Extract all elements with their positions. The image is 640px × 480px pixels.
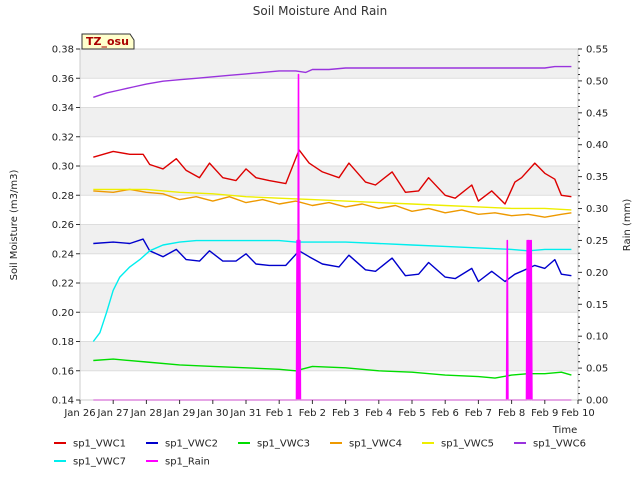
- y2-tick-label: 0.10: [586, 332, 608, 343]
- x-tick-label: Feb 8: [498, 408, 525, 419]
- series-line-sp1-vwc6: [93, 65, 572, 98]
- y-tick-label: 0.30: [52, 162, 74, 173]
- y-tick-label: 0.28: [52, 191, 74, 202]
- y-tick-label: 0.14: [52, 396, 74, 407]
- y-tick-label: 0.22: [52, 279, 74, 290]
- y-axis-title: Soil Moisture (m3/m3): [9, 170, 20, 281]
- y2-tick-label: 0.45: [586, 108, 608, 119]
- station-badge-label: TZ_osu: [86, 35, 129, 48]
- series-line-sp1-vwc4: [93, 188, 572, 218]
- x-tick-label: Feb 2: [299, 408, 326, 419]
- y2-tick-label: 0.05: [586, 364, 608, 375]
- x-tick-label: Feb 5: [398, 408, 425, 419]
- legend-label: sp1_VWC2: [165, 439, 218, 450]
- band: [80, 49, 578, 79]
- y2-tick-label: 0.25: [586, 236, 608, 247]
- y2-tick-label: 0.20: [586, 268, 608, 279]
- y-tick-label: 0.34: [52, 103, 74, 114]
- y2-tick-label: 0.40: [586, 140, 608, 151]
- chart-title: Soil Moisture And Rain: [253, 4, 388, 18]
- legend-label: sp1_VWC7: [73, 457, 126, 468]
- x-axis-title: Time: [552, 425, 577, 436]
- y-tick-label: 0.18: [52, 337, 74, 348]
- band: [80, 107, 578, 137]
- x-tick-label: Feb 1: [266, 408, 293, 419]
- x-tick-label: Feb 7: [465, 408, 492, 419]
- series-line-sp1-vwc2: [93, 238, 572, 283]
- x-tick-label: Feb 3: [332, 408, 359, 419]
- y2-tick-label: 0.30: [586, 204, 608, 215]
- x-tick-label: Jan 30: [196, 408, 228, 419]
- y-tick-label: 0.38: [52, 45, 74, 56]
- legend-label: sp1_Rain: [165, 457, 210, 468]
- series-line-sp1-rain: [93, 73, 572, 401]
- series-line-sp1-vwc1: [93, 149, 572, 205]
- x-tick-label: Jan 26: [63, 408, 95, 419]
- y-tick-label: 0.26: [52, 220, 74, 231]
- legend-label: sp1_VWC3: [257, 439, 310, 450]
- y2-axis-title: Rain (mm): [622, 199, 633, 252]
- y2-tick-label: 0.15: [586, 300, 608, 311]
- station-badge: TZ_osu: [81, 33, 135, 50]
- y-tick-label: 0.20: [52, 308, 74, 319]
- legend: sp1_VWC1 sp1_VWC2 sp1_VWC3 sp1_VWC4 sp1_VWC5…: [54, 439, 586, 468]
- band: [80, 166, 578, 196]
- x-tick-label: Jan 29: [163, 408, 195, 419]
- band: [80, 283, 578, 313]
- band: [80, 341, 578, 371]
- x-tick-label: Jan 31: [229, 408, 261, 419]
- y2-tick-label: 0.00: [586, 396, 608, 407]
- legend-label: sp1_VWC1: [73, 439, 126, 450]
- y-right-axis: 0.00 0.05 0.10 0.15 0.20 0.25 0.30 0.35 0.40 0.45…: [578, 45, 608, 407]
- legend-label: sp1_VWC5: [441, 439, 494, 450]
- x-tick-label: Jan 28: [130, 408, 162, 419]
- series-line-sp1-vwc3: [93, 358, 572, 379]
- series-layer: [92, 65, 572, 401]
- x-axis: Jan 26 Jan 27 Jan 28 Jan 29 Jan 30 Jan 31 Feb …: [63, 400, 595, 419]
- y2-tick-label: 0.55: [586, 45, 608, 56]
- y-tick-label: 0.32: [52, 132, 74, 143]
- y-tick-label: 0.24: [52, 249, 74, 260]
- legend-label: sp1_VWC6: [533, 439, 586, 450]
- y2-tick-label: 0.50: [586, 76, 608, 87]
- x-tick-label: Feb 6: [432, 408, 459, 419]
- legend-label: sp1_VWC4: [349, 439, 402, 450]
- gridlines: [80, 48, 578, 401]
- y2-tick-label: 0.35: [586, 172, 608, 183]
- x-tick-label: Feb 10: [561, 408, 595, 419]
- series-line-sp1-vwc7: [92, 239, 572, 342]
- x-tick-label: Jan 27: [97, 408, 129, 419]
- x-tick-label: Feb 9: [531, 408, 558, 419]
- series-line-sp1-vwc5: [93, 188, 572, 211]
- x-tick-label: Feb 4: [365, 408, 392, 419]
- background-bands: [80, 49, 578, 371]
- y-left-axis: 0.14 0.16 0.18 0.20 0.22 0.24 0.26 0.28 0.30 0.32…: [52, 45, 80, 407]
- y-tick-label: 0.16: [52, 366, 74, 377]
- y-tick-label: 0.36: [52, 74, 74, 85]
